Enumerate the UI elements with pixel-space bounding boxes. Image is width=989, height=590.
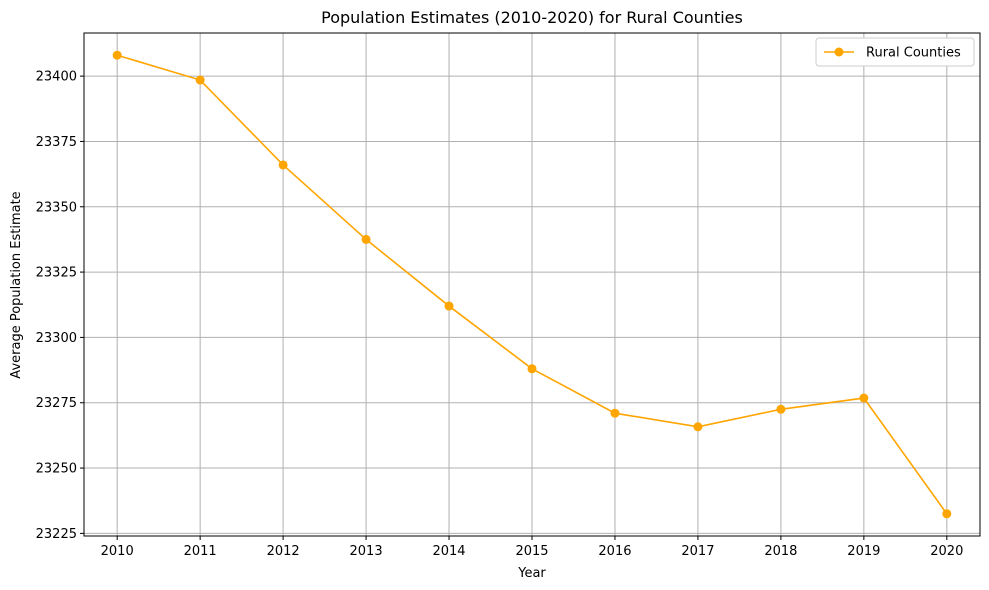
- y-tick-label: 23350: [36, 200, 77, 215]
- x-tick-label: 2017: [681, 544, 714, 559]
- data-point: [278, 160, 288, 170]
- legend-label: Rural Counties: [866, 46, 961, 61]
- data-point: [610, 408, 620, 418]
- x-axis: 2010 2011 2012 2013 2014 2015 2016 2017 2018 2019…: [101, 536, 963, 559]
- x-tick-label: 2015: [515, 544, 548, 559]
- y-axis-label: Average Population Estimate: [9, 191, 24, 378]
- x-tick-label: 2010: [101, 544, 134, 559]
- legend: Rural Counties: [815, 37, 975, 67]
- data-point: [859, 393, 869, 403]
- x-tick-label: 2016: [598, 544, 631, 559]
- y-tick-label: 23225: [36, 527, 77, 542]
- x-tick-label: 2014: [432, 544, 465, 559]
- legend-marker-swatch: [834, 47, 844, 57]
- chart-title: Population Estimates (2010-2020) for Rur…: [321, 8, 743, 27]
- data-point: [195, 75, 205, 85]
- y-tick-label: 23400: [36, 70, 77, 85]
- data-point: [942, 509, 952, 519]
- series-group: [112, 50, 952, 519]
- y-tick-label: 23250: [36, 462, 77, 477]
- x-tick-label: 2011: [184, 544, 217, 559]
- x-tick-label: 2012: [267, 544, 300, 559]
- x-tick-label: 2020: [930, 544, 963, 559]
- y-tick-label: 23275: [36, 396, 77, 411]
- x-axis-label: Year: [517, 566, 546, 581]
- y-tick-label: 23375: [36, 135, 77, 150]
- x-tick-label: 2013: [350, 544, 383, 559]
- x-tick-label: 2019: [847, 544, 880, 559]
- data-point: [112, 50, 122, 60]
- y-tick-label: 23325: [36, 266, 77, 281]
- data-point: [527, 364, 537, 374]
- legend-box: [815, 37, 975, 67]
- y-tick-label: 23300: [36, 331, 77, 346]
- x-tick-label: 2018: [764, 544, 797, 559]
- data-point: [361, 234, 371, 244]
- y-axis: 23225 23250 23275 23300 23325 23350 23375 23400: [36, 70, 84, 542]
- data-point: [776, 404, 786, 414]
- data-point: [444, 301, 454, 311]
- data-point: [693, 422, 703, 432]
